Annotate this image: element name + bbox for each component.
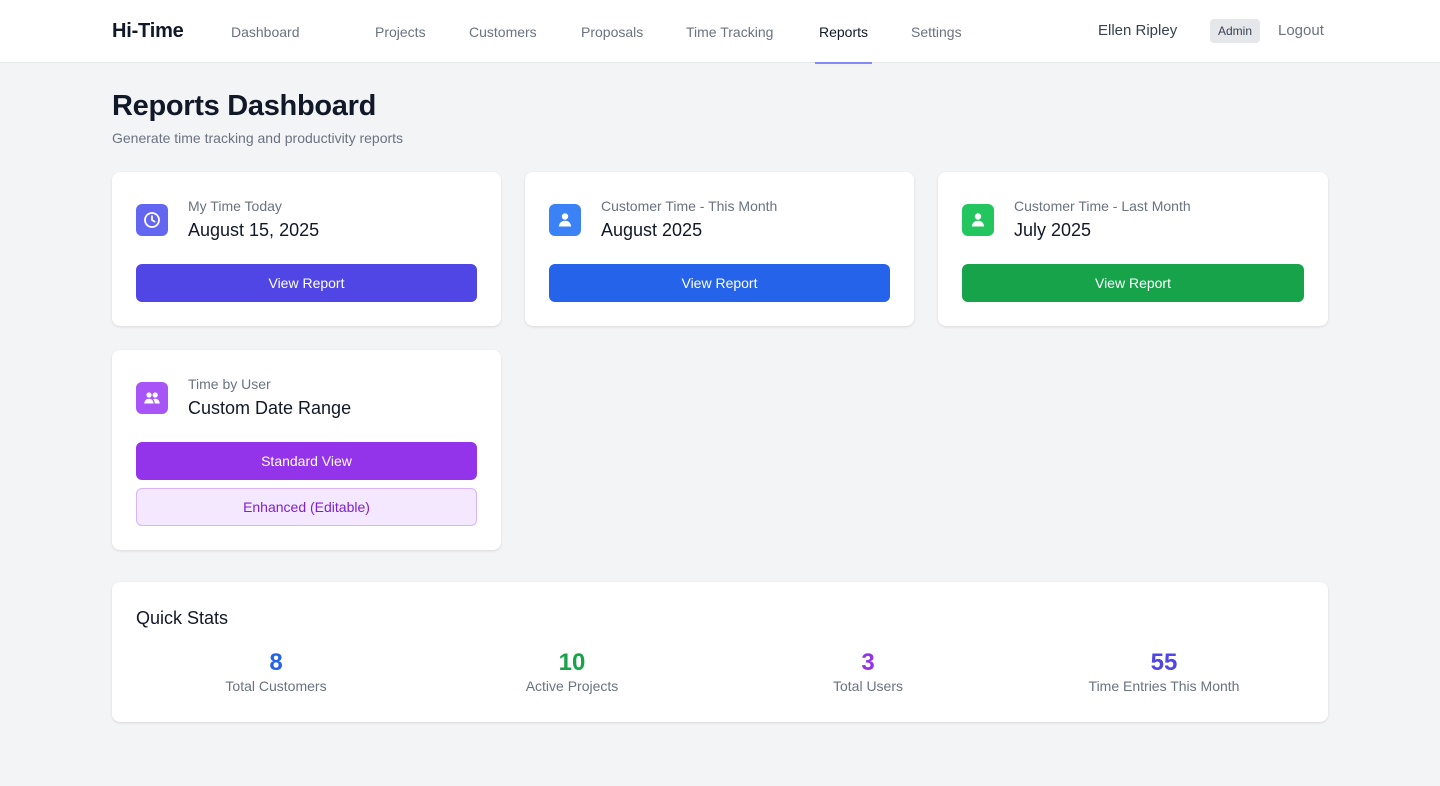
users-icon [136,382,168,414]
stat-value: 3 [861,649,875,676]
report-card-customer-this-month: Customer Time - This Month August 2025 V… [525,172,914,326]
stat-value: 8 [269,649,283,676]
stat-label: Time Entries This Month [1088,678,1240,694]
top-nav: Hi-Time Dashboard Projects Customers Pro… [0,0,1440,64]
card-label: Customer Time - This Month [601,198,778,214]
view-report-button[interactable]: View Report [962,264,1304,302]
view-report-button[interactable]: View Report [136,264,477,302]
card-label: My Time Today [188,198,282,214]
card-label: Time by User [188,376,271,392]
nav-link-settings[interactable]: Settings [911,23,962,40]
view-report-button[interactable]: View Report [549,264,890,302]
stat-time-entries: 55 Time Entries This Month [1044,648,1284,694]
stat-value: 10 [558,649,586,676]
user-name: Ellen Ripley [1098,22,1178,39]
stat-label: Total Users [832,678,904,694]
stat-total-users: 3 Total Users [748,648,988,694]
card-value: July 2025 [1014,220,1092,240]
quick-stats-title: Quick Stats [136,608,229,628]
brand-logo[interactable]: Hi-Time [112,20,184,42]
user-icon [549,204,581,236]
nav-link-reports[interactable]: Reports [814,0,873,64]
card-label: Customer Time - Last Month [1014,198,1191,214]
report-card-time-by-user: Time by User Custom Date Range Standard … [112,350,501,550]
nav-link-projects[interactable]: Projects [375,23,426,40]
nav-link-dashboard[interactable]: Dashboard [231,23,300,40]
nav-link-time-tracking[interactable]: Time Tracking [686,23,774,40]
nav-link-proposals[interactable]: Proposals [581,23,644,40]
stat-value: 55 [1150,649,1178,676]
report-card-my-time-today: My Time Today August 15, 2025 View Repor… [112,172,501,326]
stat-total-customers: 8 Total Customers [156,648,396,694]
card-value: Custom Date Range [188,398,352,418]
stat-label: Total Customers [225,678,327,694]
page-subtitle: Generate time tracking and productivity … [112,130,404,146]
page-title: Reports Dashboard [112,90,376,122]
card-value: August 15, 2025 [188,220,320,240]
clock-icon [136,204,168,236]
quick-stats-panel: Quick Stats 8 Total Customers 10 Active … [112,582,1328,722]
stat-active-projects: 10 Active Projects [452,648,692,694]
user-icon [962,204,994,236]
standard-view-button[interactable]: Standard View [136,442,477,480]
stat-label: Active Projects [525,678,619,694]
report-card-customer-last-month: Customer Time - Last Month July 2025 Vie… [938,172,1328,326]
enhanced-editable-button[interactable]: Enhanced (Editable) [136,488,477,526]
role-badge: Admin [1210,19,1261,43]
logout-link[interactable]: Logout [1278,22,1324,39]
nav-link-customers[interactable]: Customers [469,23,537,40]
card-value: August 2025 [601,220,703,240]
